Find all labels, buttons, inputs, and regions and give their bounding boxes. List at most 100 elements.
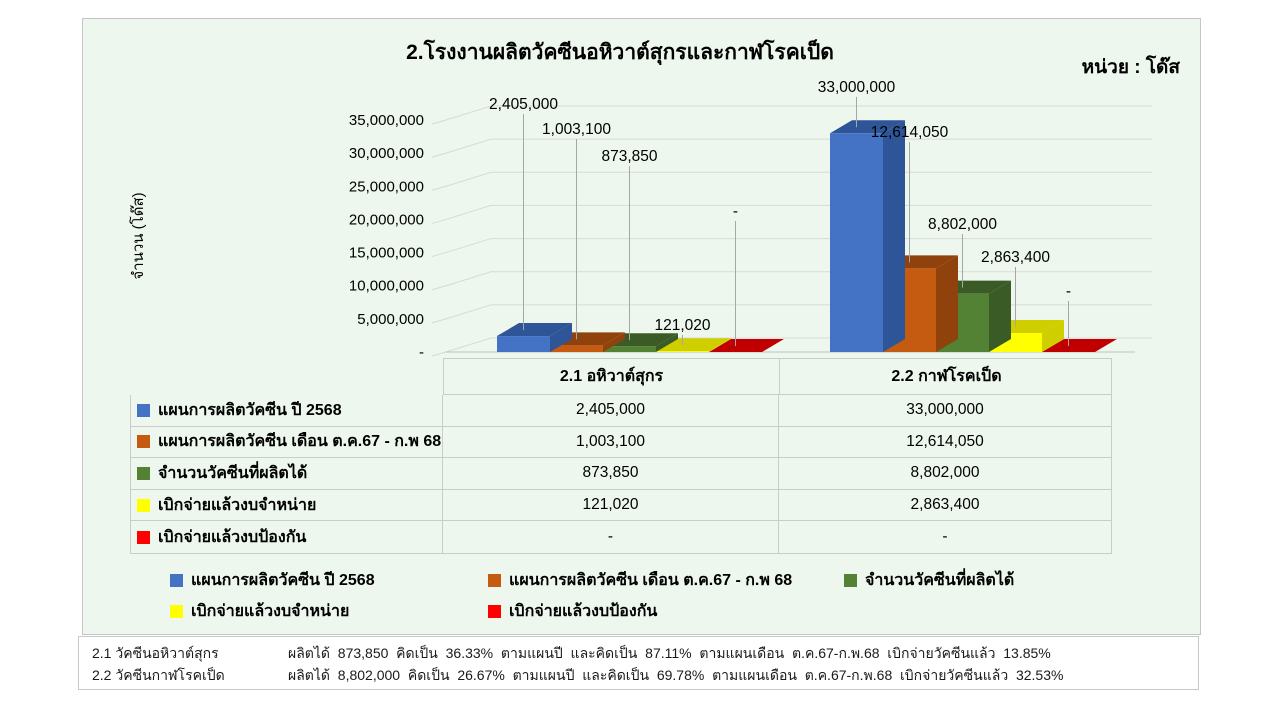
chart-title: 2.โรงงานผลิตวัคซีนอหิวาต์สุกรและกาฬโรคเป… [406, 41, 834, 64]
y-tick-label: 10,000,000 [349, 278, 424, 295]
table-row: จำนวนวัคซีนที่ผลิตได้ 873,850 8,802,000 [131, 458, 1111, 490]
gridline [431, 304, 1152, 324]
legend-color-chip [170, 573, 183, 587]
gridline [431, 271, 1152, 291]
bar[interactable] [603, 346, 656, 352]
legend-label: แผนการผลิตวัคซีน ปี 2568 [191, 571, 375, 589]
value-cell: 8,802,000 [779, 458, 1111, 490]
data-label: 2,863,400 [981, 249, 1050, 266]
series-color-chip [137, 498, 150, 512]
bar-side-face[interactable] [883, 120, 905, 352]
legend-label: เบิกจ่ายแล้วงบจำหน่าย [191, 602, 350, 620]
value-cell: 12,614,050 [779, 427, 1111, 459]
footnote-label: 2.2 วัคซีนกาฬโรคเป็ด [92, 667, 225, 683]
series-color-chip [137, 435, 150, 449]
bar-side-face[interactable] [989, 280, 1011, 352]
value-cell: 33,000,000 [779, 395, 1111, 427]
footnote-text: ผลิตได้ 8,802,000 คิดเป็น 26.67% ตามแผนป… [288, 667, 1064, 683]
category-header: 2.1 อหิวาต์สุกร [444, 359, 780, 394]
series-name: แผนการผลิตวัคซีน ปี 2568 [158, 401, 342, 419]
series-color-chip [137, 466, 150, 480]
bar-top-face[interactable] [497, 323, 572, 337]
y-tick-label: 30,000,000 [349, 145, 424, 162]
y-axis-title: จำนวน (โด๊ส) [129, 192, 147, 279]
legend-color-chip [488, 604, 501, 618]
data-label: 873,850 [601, 148, 657, 165]
legend-item[interactable]: แผนการผลิตวัคซีน เดือน ต.ค.67 - ก.พ 68 [488, 570, 792, 590]
value-cell: 2,405,000 [443, 395, 779, 427]
footnote-panel: 2.1 วัคซีนอหิวาต์สุกร ผลิตได้ 873,850 คิด… [78, 636, 1199, 690]
data-label: 8,802,000 [928, 216, 997, 233]
table-header-row: 2.1 อหิวาต์สุกร 2.2 กาฬโรคเป็ด [443, 358, 1112, 395]
value-cell: 2,863,400 [779, 490, 1111, 522]
y-tick-label: 35,000,000 [349, 112, 424, 129]
legend-item[interactable]: เบิกจ่ายแล้วงบป้องกัน [488, 601, 657, 621]
legend-label: เบิกจ่ายแล้วงบป้องกัน [509, 602, 658, 620]
bar-top-face[interactable] [1042, 339, 1117, 352]
legend-label: จำนวนวัคซีนที่ผลิตได้ [865, 571, 1015, 589]
data-table: แผนการผลิตวัคซีน ปี 2568 2,405,000 33,000,… [130, 395, 1112, 554]
value-cell: 873,850 [443, 458, 779, 490]
value-cell: - [942, 528, 948, 546]
table-row: แผนการผลิตวัคซีน ปี 2568 2,405,000 33,000,… [131, 395, 1111, 427]
table-row: เบิกจ่ายแล้วงบป้องกัน - - [131, 521, 1111, 553]
data-label: - [733, 203, 738, 220]
legend-item[interactable]: เบิกจ่ายแล้วงบจำหน่าย [170, 601, 349, 621]
bar[interactable] [497, 336, 550, 352]
series-name-cell: จำนวนวัคซีนที่ผลิตได้ [131, 458, 443, 490]
bar-side-face[interactable] [550, 323, 572, 352]
legend-label: แผนการผลิตวัคซีน เดือน ต.ค.67 - ก.พ 68 [509, 571, 793, 589]
legend-color-chip [488, 573, 501, 587]
series-name-cell: แผนการผลิตวัคซีน ปี 2568 [131, 395, 443, 427]
series-color-chip [137, 403, 150, 417]
data-label: 1,003,100 [542, 121, 611, 138]
series-color-chip [137, 530, 150, 544]
series-name: แผนการผลิตวัคซีน เดือน ต.ค.67 - ก.พ 68 [158, 433, 442, 451]
footnote-label: 2.1 วัคซีนอหิวาต์สุกร [92, 645, 219, 661]
footnote-line: 2.2 วัคซีนกาฬโรคเป็ด ผลิตได้ 8,802,000 คิ… [79, 664, 1198, 686]
category-header: 2.2 กาฬโรคเป็ด [891, 368, 1002, 385]
series-name: จำนวนวัคซีนที่ผลิตได้ [158, 464, 308, 482]
gridline [431, 171, 1152, 191]
y-tick-label: - [419, 344, 424, 361]
bar-side-face[interactable] [709, 338, 731, 352]
value-cell: 121,020 [443, 489, 779, 522]
legend-item[interactable]: แผนการผลิตวัคซีน ปี 2568 [170, 570, 375, 590]
gridline [431, 105, 1152, 125]
y-tick-label: 25,000,000 [349, 178, 424, 195]
data-label: 33,000,000 [818, 79, 896, 96]
data-label: 121,020 [654, 317, 710, 334]
series-name-cell: เบิกจ่ายแล้วงบจำหน่าย [131, 489, 443, 522]
gridline [431, 238, 1152, 258]
series-name-cell: เบิกจ่ายแล้วงบป้องกัน [131, 521, 443, 553]
bar-side-face[interactable] [936, 255, 958, 352]
bar-top-face[interactable] [830, 120, 905, 134]
table-row: แผนการผลิตวัคซีน เดือน ต.ค.67 - ก.พ 68 1,… [131, 426, 1111, 459]
bar-top-face[interactable] [709, 339, 784, 352]
data-label: 2,405,000 [489, 96, 558, 113]
footnote-text: ผลิตได้ 873,850 คิดเป็น 36.33% ตามแผนปี … [288, 645, 1051, 661]
y-tick-label: 20,000,000 [349, 211, 424, 228]
bar-side-face[interactable] [603, 332, 625, 352]
bar[interactable] [830, 133, 883, 352]
legend-color-chip [170, 604, 183, 618]
gridline [431, 138, 1152, 158]
y-tick-label: 5,000,000 [357, 311, 424, 328]
value-cell: 1,003,100 [443, 426, 779, 459]
bar-top-face[interactable] [656, 338, 731, 352]
table-row: เบิกจ่ายแล้วงบจำหน่าย 121,020 2,863,400 [131, 489, 1111, 522]
gridline [431, 337, 1152, 357]
bar[interactable] [550, 345, 603, 352]
bar-side-face[interactable] [656, 333, 678, 352]
unit-label: หน่วย : โด๊ส [1081, 57, 1180, 78]
bar[interactable] [656, 351, 709, 352]
data-label: 12,614,050 [871, 124, 949, 141]
y-tick-label: 15,000,000 [349, 245, 424, 262]
gridline [431, 204, 1152, 224]
series-name-cell: แผนการผลิตวัคซีน เดือน ต.ค.67 - ก.พ 68 [131, 426, 443, 459]
legend-item[interactable]: จำนวนวัคซีนที่ผลิตได้ [844, 570, 1014, 590]
series-name: เบิกจ่ายแล้วงบจำหน่าย [158, 496, 317, 514]
bar-side-face[interactable] [1042, 320, 1064, 352]
legend-color-chip [844, 573, 857, 587]
